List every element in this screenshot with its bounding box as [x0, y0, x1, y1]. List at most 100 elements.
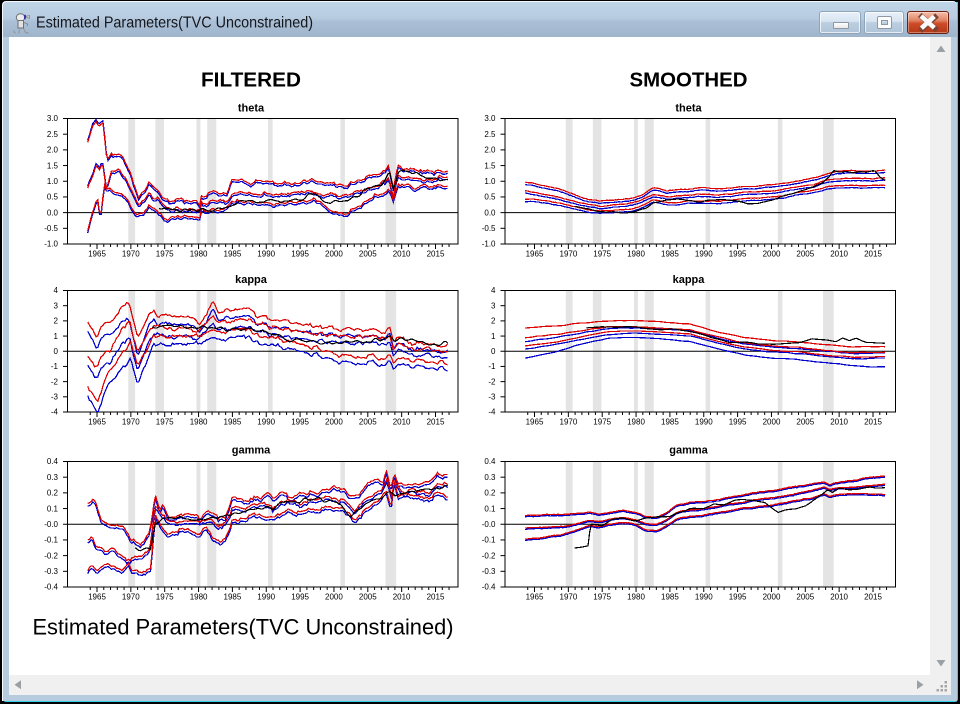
svg-text:1990: 1990	[695, 250, 713, 259]
svg-text:1990: 1990	[257, 418, 275, 427]
svg-text:1: 1	[491, 332, 496, 341]
svg-text:1980: 1980	[190, 418, 208, 427]
svg-text:1970: 1970	[122, 418, 140, 427]
svg-text:-0.0: -0.0	[482, 520, 496, 529]
svg-text:1985: 1985	[224, 250, 242, 259]
svg-text:1975: 1975	[593, 593, 611, 602]
svg-text:-3: -3	[51, 393, 59, 402]
svg-text:3: 3	[491, 301, 496, 310]
svg-text:1975: 1975	[593, 418, 611, 427]
svg-text:1.0: 1.0	[484, 177, 496, 186]
svg-text:1990: 1990	[257, 593, 275, 602]
svg-text:1970: 1970	[560, 418, 578, 427]
svg-text:-0.2: -0.2	[44, 551, 58, 560]
svg-text:2005: 2005	[796, 250, 814, 259]
svg-text:0.2: 0.2	[47, 489, 59, 498]
svg-text:-0.4: -0.4	[44, 583, 58, 592]
svg-text:3.0: 3.0	[484, 114, 496, 123]
svg-text:-1: -1	[51, 362, 59, 371]
svg-text:2000: 2000	[325, 250, 343, 259]
svg-text:-0.0: -0.0	[44, 520, 58, 529]
svg-text:2015: 2015	[427, 250, 445, 259]
svg-text:-3: -3	[488, 393, 496, 402]
svg-text:2015: 2015	[864, 250, 882, 259]
svg-text:gamma: gamma	[232, 445, 271, 457]
svg-text:0.0: 0.0	[47, 208, 59, 217]
svg-text:2.0: 2.0	[484, 146, 496, 155]
svg-text:1985: 1985	[224, 593, 242, 602]
svg-text:-0.5: -0.5	[44, 224, 58, 233]
svg-text:2000: 2000	[325, 593, 343, 602]
svg-text:SMOOTHED: SMOOTHED	[630, 70, 748, 92]
svg-text:-0.2: -0.2	[482, 551, 496, 560]
svg-text:2005: 2005	[359, 250, 377, 259]
svg-text:theta: theta	[675, 103, 702, 115]
svg-text:2010: 2010	[393, 250, 411, 259]
svg-text:1.5: 1.5	[47, 161, 59, 170]
svg-text:-0.3: -0.3	[482, 567, 496, 576]
svg-text:2.5: 2.5	[484, 130, 496, 139]
svg-text:3.0: 3.0	[47, 114, 59, 123]
svg-text:1985: 1985	[661, 593, 679, 602]
svg-text:1985: 1985	[224, 418, 242, 427]
svg-text:1.0: 1.0	[47, 177, 59, 186]
svg-text:2005: 2005	[796, 418, 814, 427]
svg-text:0.3: 0.3	[47, 473, 59, 482]
svg-text:-0.1: -0.1	[482, 536, 496, 545]
svg-text:2000: 2000	[325, 418, 343, 427]
svg-text:-2: -2	[488, 377, 496, 386]
svg-text:1: 1	[54, 332, 59, 341]
svg-text:-0.3: -0.3	[44, 567, 58, 576]
svg-text:1995: 1995	[291, 593, 309, 602]
svg-text:-4: -4	[488, 408, 496, 417]
svg-text:1975: 1975	[156, 418, 174, 427]
svg-text:1980: 1980	[190, 593, 208, 602]
svg-text:theta: theta	[238, 103, 265, 115]
svg-text:2.5: 2.5	[47, 130, 59, 139]
svg-text:-0.5: -0.5	[482, 224, 496, 233]
svg-text:1965: 1965	[88, 418, 106, 427]
svg-text:1965: 1965	[526, 250, 544, 259]
svg-text:kappa: kappa	[673, 274, 706, 286]
svg-text:1990: 1990	[257, 250, 275, 259]
svg-text:1975: 1975	[156, 593, 174, 602]
svg-text:0.2: 0.2	[484, 489, 496, 498]
svg-text:2015: 2015	[864, 418, 882, 427]
svg-text:1970: 1970	[560, 593, 578, 602]
svg-text:2015: 2015	[427, 418, 445, 427]
svg-text:1975: 1975	[156, 250, 174, 259]
svg-text:2015: 2015	[427, 593, 445, 602]
svg-text:1995: 1995	[291, 418, 309, 427]
svg-text:2000: 2000	[763, 418, 781, 427]
svg-text:kappa: kappa	[235, 274, 268, 286]
svg-text:2000: 2000	[763, 250, 781, 259]
svg-text:0.0: 0.0	[484, 208, 496, 217]
svg-text:1965: 1965	[526, 593, 544, 602]
svg-text:1.5: 1.5	[484, 161, 496, 170]
svg-text:0.4: 0.4	[47, 457, 59, 466]
svg-text:1965: 1965	[526, 418, 544, 427]
svg-text:2: 2	[491, 317, 496, 326]
svg-text:0.4: 0.4	[484, 457, 496, 466]
svg-text:2005: 2005	[359, 418, 377, 427]
svg-text:2: 2	[54, 317, 59, 326]
svg-text:-1.0: -1.0	[482, 240, 496, 249]
svg-text:1970: 1970	[560, 250, 578, 259]
svg-text:0.3: 0.3	[484, 473, 496, 482]
svg-text:1975: 1975	[593, 250, 611, 259]
svg-text:4: 4	[491, 286, 496, 295]
svg-text:3: 3	[54, 301, 59, 310]
svg-text:1965: 1965	[88, 250, 106, 259]
svg-text:gamma: gamma	[669, 445, 708, 457]
svg-text:2000: 2000	[763, 593, 781, 602]
svg-text:1970: 1970	[122, 593, 140, 602]
svg-text:1970: 1970	[122, 250, 140, 259]
svg-text:-4: -4	[51, 408, 59, 417]
svg-text:1980: 1980	[627, 418, 645, 427]
svg-text:1980: 1980	[627, 250, 645, 259]
svg-text:0: 0	[491, 347, 496, 356]
svg-text:1965: 1965	[88, 593, 106, 602]
svg-text:0.5: 0.5	[47, 193, 59, 202]
svg-text:1980: 1980	[627, 593, 645, 602]
svg-text:1990: 1990	[695, 418, 713, 427]
